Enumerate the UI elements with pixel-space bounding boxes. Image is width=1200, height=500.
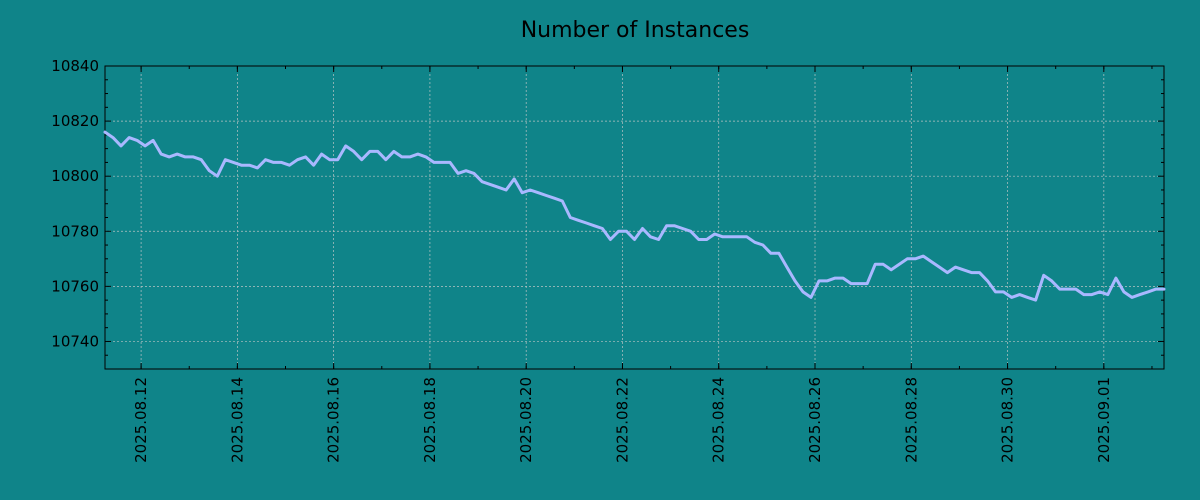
series-line-instances	[103, 130, 1166, 302]
plot-area-frame	[104, 65, 1165, 370]
axis-ticks	[105, 65, 1164, 370]
y-tick-label: 10740	[51, 332, 99, 350]
y-axis-tick-labels: 10740 10760 10780 10800 10820 10840	[51, 57, 99, 350]
x-tick-label: 2025.08.16	[325, 377, 343, 463]
grid-lines	[105, 65, 1164, 369]
y-tick-label: 10760	[51, 277, 99, 295]
x-tick-label: 2025.08.30	[999, 377, 1017, 463]
x-tick-label: 2025.09.01	[1095, 377, 1113, 463]
x-tick-label: 2025.08.12	[132, 377, 150, 463]
y-tick-label: 10800	[51, 167, 99, 185]
x-tick-label: 2025.08.24	[710, 377, 728, 463]
chart-title: Number of Instances	[521, 18, 750, 43]
y-tick-label: 10820	[51, 112, 99, 130]
y-tick-label: 10840	[51, 57, 99, 75]
x-tick-label: 2025.08.20	[517, 377, 535, 463]
x-tick-label: 2025.08.14	[228, 377, 246, 463]
x-tick-label: 2025.08.26	[806, 377, 824, 463]
y-tick-label: 10780	[51, 222, 99, 240]
x-axis-tick-labels: 2025.08.12 2025.08.14 2025.08.16 2025.08.18…	[132, 377, 1113, 463]
x-tick-label: 2025.08.28	[902, 377, 920, 463]
x-tick-label: 2025.08.18	[421, 377, 439, 463]
x-tick-label: 2025.08.22	[613, 377, 631, 463]
